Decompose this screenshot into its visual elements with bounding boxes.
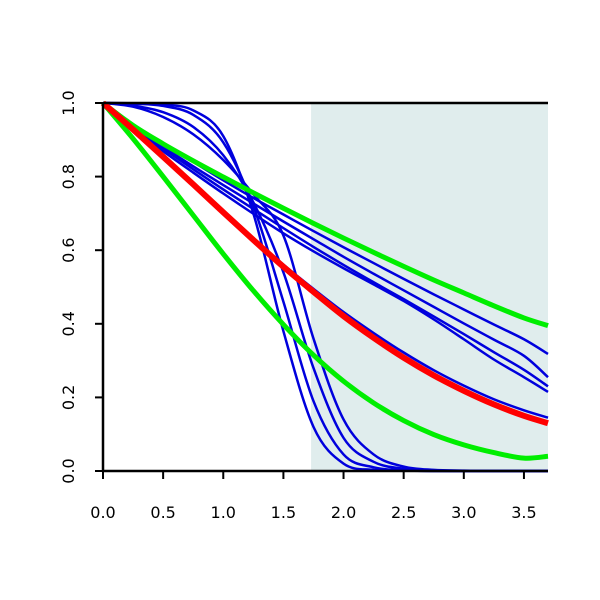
- y-tick-label-1: 0.2: [59, 385, 78, 410]
- x-tick-label-1: 0.5: [150, 503, 175, 522]
- series-line-1: [101, 100, 549, 329]
- y-tick-label-4: 0.8: [59, 164, 78, 189]
- shade-layer: [311, 103, 548, 471]
- series-line-0: [101, 100, 549, 427]
- x-tick-label-4: 2.0: [331, 503, 356, 522]
- series-line-2: [101, 101, 549, 461]
- y-tick-label-0: 0.0: [59, 458, 78, 483]
- shaded-region: [311, 103, 548, 471]
- y-tick-label-5: 1.0: [59, 90, 78, 115]
- series-line-8: [102, 102, 549, 379]
- x-tick-label-6: 3.0: [451, 503, 476, 522]
- x-tick-label-0: 0.0: [90, 503, 115, 522]
- series-line-9: [102, 102, 549, 388]
- series-line-10: [102, 102, 549, 393]
- x-tick-label-5: 2.5: [391, 503, 416, 522]
- y-tick-label-3: 0.6: [59, 237, 78, 262]
- x-tick-label-3: 1.5: [271, 503, 296, 522]
- series-layer: [101, 100, 549, 473]
- x-tick-label-7: 3.5: [511, 503, 536, 522]
- axis-layer: 0.0 0.5 1.0 1.5 2.0 2.5 3.0 3.5 0.0 0.2 0.4 0.6 0.8 1…: [59, 90, 548, 522]
- y-tick-label-2: 0.4: [59, 311, 78, 336]
- x-tick-label-2: 1.0: [211, 503, 236, 522]
